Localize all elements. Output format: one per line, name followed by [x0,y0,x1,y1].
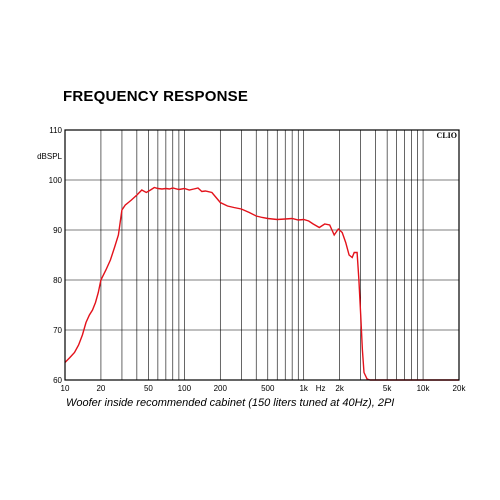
y-tick-label: 110 [49,126,62,135]
x-tick-label: 20k [453,384,467,393]
plot-frame [64,129,460,381]
y-tick-label: 70 [53,326,62,335]
x-tick-label: 500 [261,384,275,393]
clio-brand-label: CLIO [437,131,457,140]
y-tick-label: 90 [53,226,62,235]
x-tick-label: 5k [383,384,392,393]
x-tick-label: 2k [335,384,344,393]
x-tick-label: 20 [96,384,105,393]
x-tick-label: 50 [144,384,153,393]
chart-caption: Woofer inside recommended cabinet (150 l… [66,397,395,409]
x-tick-label: 200 [214,384,228,393]
chart-grid [65,130,459,380]
y-axis-unit-label: dBSPL [37,152,62,161]
y-tick-label: 100 [49,176,63,185]
x-tick-label: 10k [417,384,431,393]
x-tick-label: 100 [178,384,192,393]
y-tick-label: 80 [53,276,62,285]
x-axis-unit-label: Hz [316,384,326,393]
chart-tick-labels: 10 20 50 100 200 500 1k 2k 5k 10k 20k 60 70 80 90 100 11… [49,126,467,393]
x-tick-label: 10 [61,384,70,393]
frequency-response-line [64,186,459,381]
x-tick-label: 1k [299,384,308,393]
y-tick-label: 60 [53,376,62,385]
page-title: FREQUENCY RESPONSE [63,88,249,105]
